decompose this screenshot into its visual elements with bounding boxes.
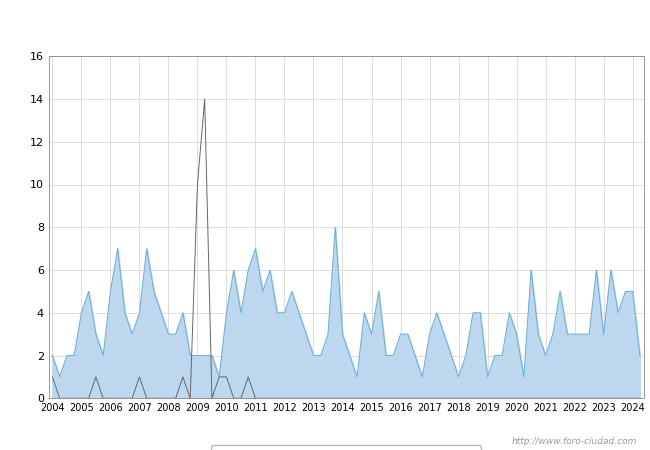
Legend: Viviendas Nuevas, Viviendas Usadas: Viviendas Nuevas, Viviendas Usadas bbox=[211, 446, 482, 450]
Text: Villalpando - Evolucion del Nº de Transacciones Inmobiliarias: Villalpando - Evolucion del Nº de Transa… bbox=[103, 13, 547, 28]
Text: http://www.foro-ciudad.com: http://www.foro-ciudad.com bbox=[512, 436, 637, 446]
